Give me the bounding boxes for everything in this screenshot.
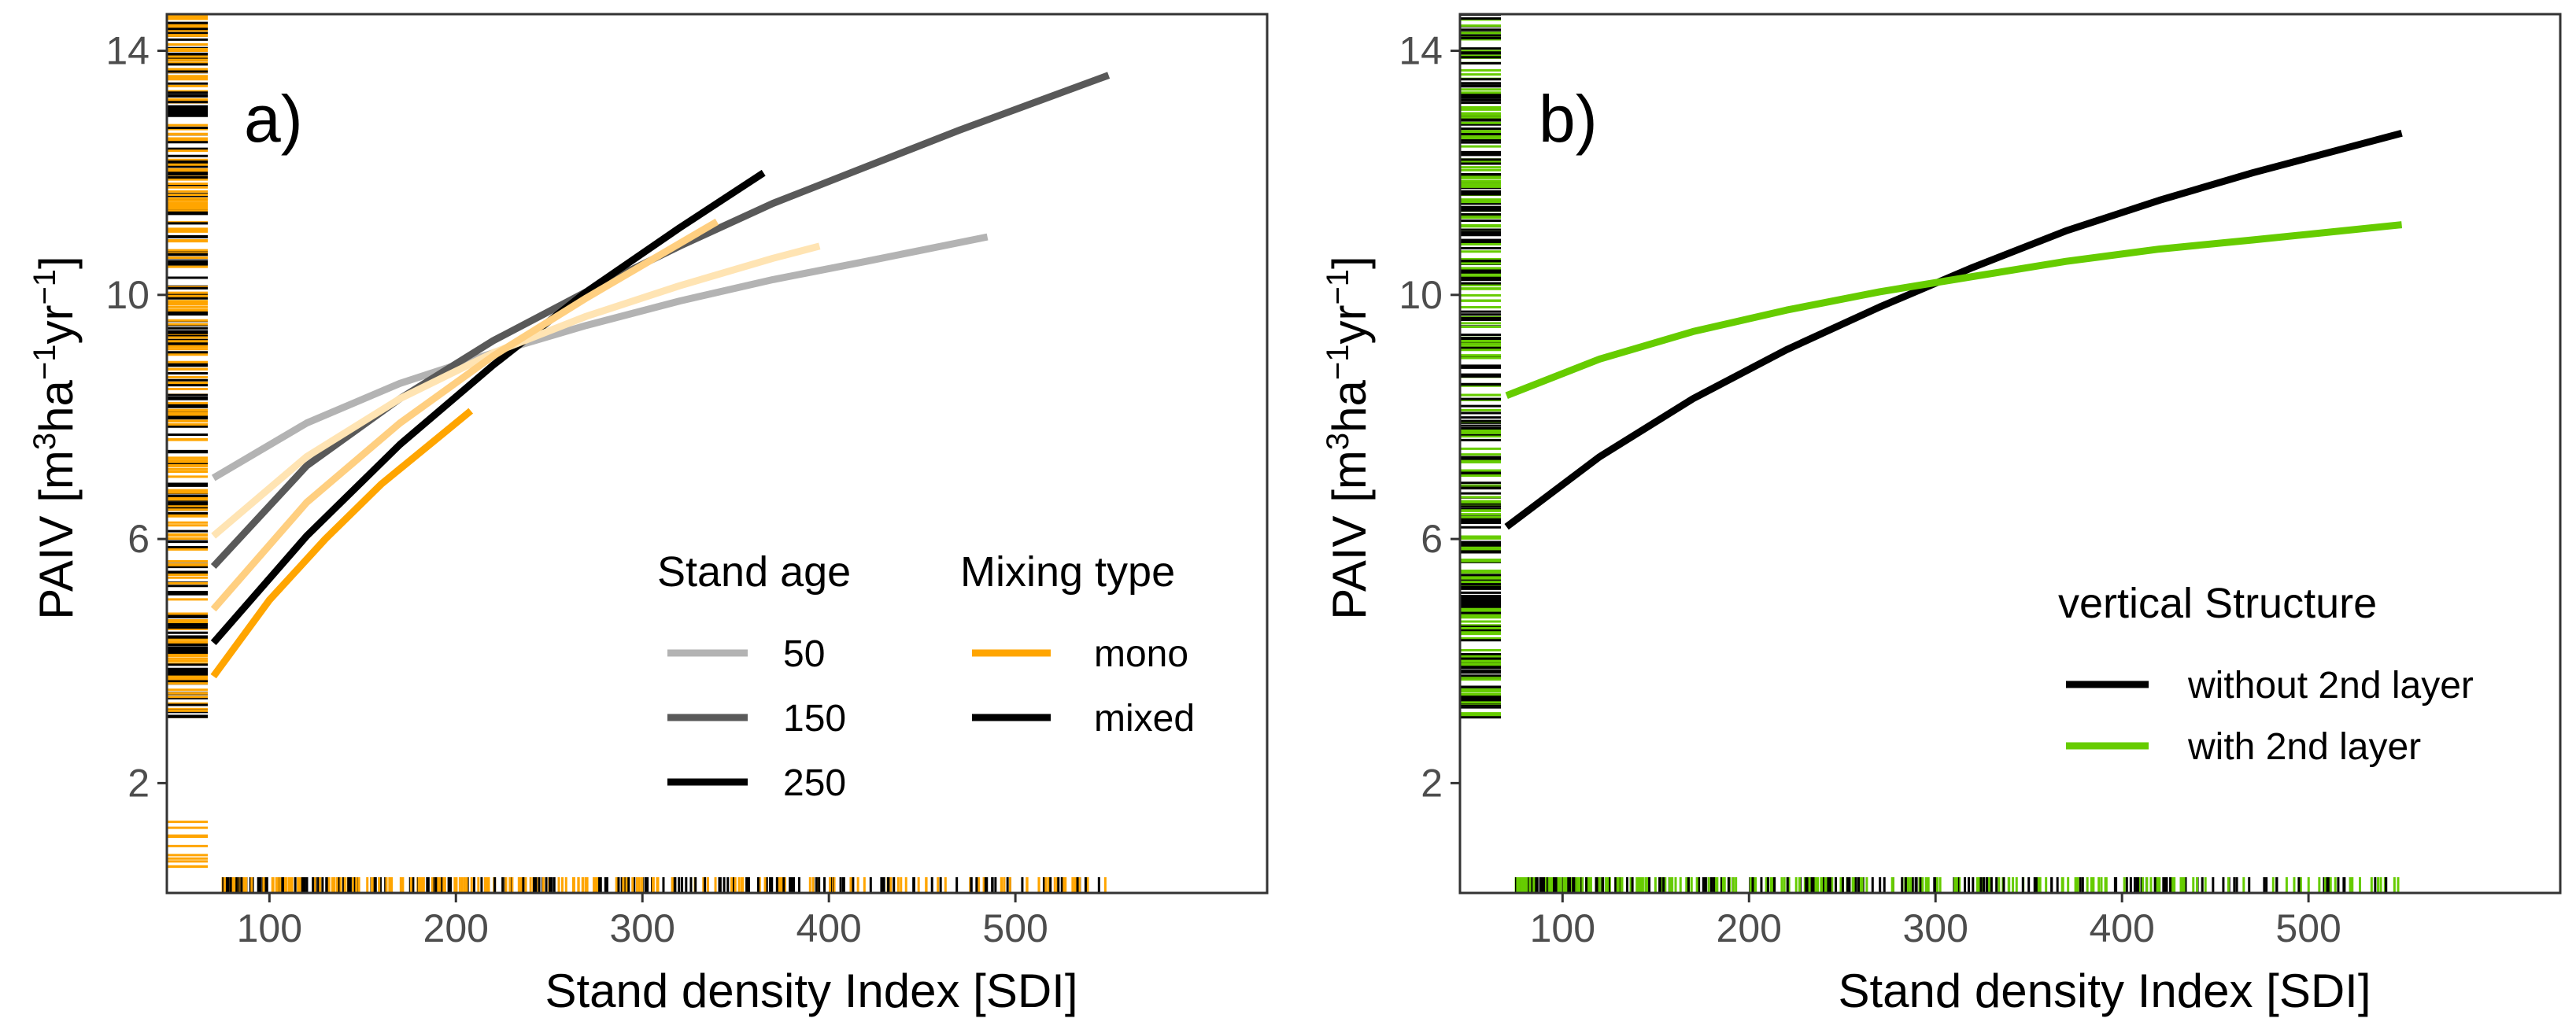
y-tick-label: 14 xyxy=(1399,29,1443,73)
x-tick-label: 400 xyxy=(2089,906,2154,950)
y-axis-title-sup: −1 xyxy=(28,269,62,305)
legend-label: 150 xyxy=(783,698,846,740)
series-line-0 xyxy=(211,233,989,481)
y-axis-title-part: ha xyxy=(30,380,83,433)
legend: Stand age 50 150 250 xyxy=(657,548,851,804)
series-line-3 xyxy=(211,242,821,539)
x-tick-label: 200 xyxy=(423,906,489,950)
y-tick-label: 6 xyxy=(128,517,150,561)
x-tick-label: 500 xyxy=(2275,906,2341,950)
legend-title: Stand age xyxy=(657,548,851,596)
y-tick-label: 6 xyxy=(1421,517,1443,561)
plot-background xyxy=(167,14,1267,893)
y-axis-title-sup: −1 xyxy=(1321,269,1355,305)
legend-title: Mixing type xyxy=(960,548,1175,596)
legend: vertical Structure without 2nd layer with … xyxy=(2058,580,2474,768)
y-tick-label: 2 xyxy=(1421,761,1443,805)
legend-label: 250 xyxy=(783,762,846,804)
x-tick-label: 500 xyxy=(982,906,1048,950)
y-axis-title-part: PAIV [m xyxy=(1323,450,1376,620)
plot-background xyxy=(1460,14,2560,893)
y-axis-title-part: ha xyxy=(1323,380,1376,433)
x-tick-label: 300 xyxy=(610,906,675,950)
y-rug xyxy=(1460,13,1501,719)
y-axis-title-part: PAIV [m xyxy=(30,450,83,620)
x-rug xyxy=(1514,877,2400,893)
series-line-4 xyxy=(210,218,719,612)
panel-b: 100 200 300 400 500 2 6 10 14 Stand density Index… xyxy=(1321,13,2562,1017)
y-axis-title-sup: −1 xyxy=(28,345,62,381)
series-line-2 xyxy=(210,169,766,645)
x-axis-title: Stand density Index [SDI] xyxy=(545,965,1077,1017)
legend-label: mixed xyxy=(1094,698,1195,740)
legend-label: mono xyxy=(1094,633,1188,675)
y-axis-title-part: ] xyxy=(30,256,83,269)
y-axis-title-sup: 3 xyxy=(28,433,62,450)
y-axis-title-part: ] xyxy=(1323,256,1376,269)
y-axis-title: PAIV [m3ha−1yr−1] xyxy=(28,256,83,619)
legend-label: without 2nd layer xyxy=(2187,665,2474,706)
y-axis-title: PAIV [m3ha−1yr−1] xyxy=(1321,256,1376,619)
x-tick-label: 100 xyxy=(1530,906,1595,950)
panel-a: 100 200 300 400 500 2 6 10 14 Stand density Index… xyxy=(28,13,1269,1017)
panel-label: a) xyxy=(244,82,303,156)
x-tick-label: 200 xyxy=(1717,906,1782,950)
y-axis-title-sup: 3 xyxy=(1321,433,1355,450)
legend-label: 50 xyxy=(783,633,825,675)
x-tick-label: 100 xyxy=(237,906,302,950)
legend: Mixing type mono mixed xyxy=(960,548,1195,740)
y-axis-title-sup: −1 xyxy=(1321,345,1355,381)
y-rug xyxy=(167,14,208,869)
series-line-1 xyxy=(1505,221,2403,399)
series-line-5 xyxy=(210,408,474,679)
y-axis-title-part: yr xyxy=(30,305,83,345)
x-tick-label: 300 xyxy=(1903,906,1968,950)
x-tick-label: 400 xyxy=(796,906,861,950)
plot-frame xyxy=(1458,13,2562,895)
y-tick-label: 10 xyxy=(1399,273,1443,317)
y-tick-label: 2 xyxy=(128,761,150,805)
legend-title: vertical Structure xyxy=(2058,580,2377,627)
y-tick-label: 14 xyxy=(105,29,150,73)
x-axis-title: Stand density Index [SDI] xyxy=(1838,965,2371,1017)
y-axis-title-part: yr xyxy=(1323,305,1376,345)
legend-label: with 2nd layer xyxy=(2187,726,2421,768)
plot-frame xyxy=(165,13,1269,895)
x-rug xyxy=(221,877,1107,893)
y-tick-label: 10 xyxy=(105,273,150,317)
panel-label: b) xyxy=(1539,82,1598,156)
